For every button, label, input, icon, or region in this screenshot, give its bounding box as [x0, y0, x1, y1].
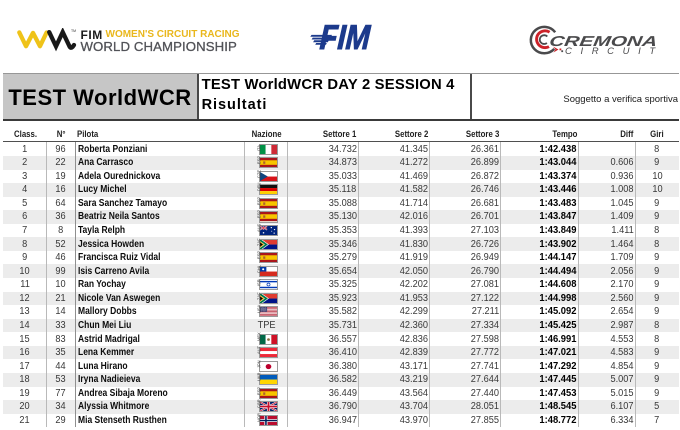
svg-text:CIRCUIT: CIRCUIT [565, 46, 663, 57]
svg-text:FIM: FIM [319, 18, 373, 52]
svg-text:CREMONA: CREMONA [548, 33, 658, 49]
